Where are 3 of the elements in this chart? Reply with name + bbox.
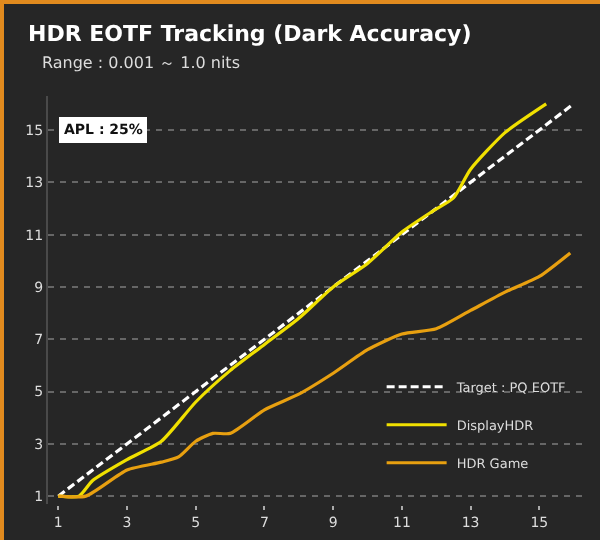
chart-title: HDR EOTF Tracking (Dark Accuracy) <box>28 21 472 47</box>
chart-subtitle: Range : 0.001 ～ 1.0 nits <box>42 54 240 72</box>
line-series <box>56 251 572 499</box>
